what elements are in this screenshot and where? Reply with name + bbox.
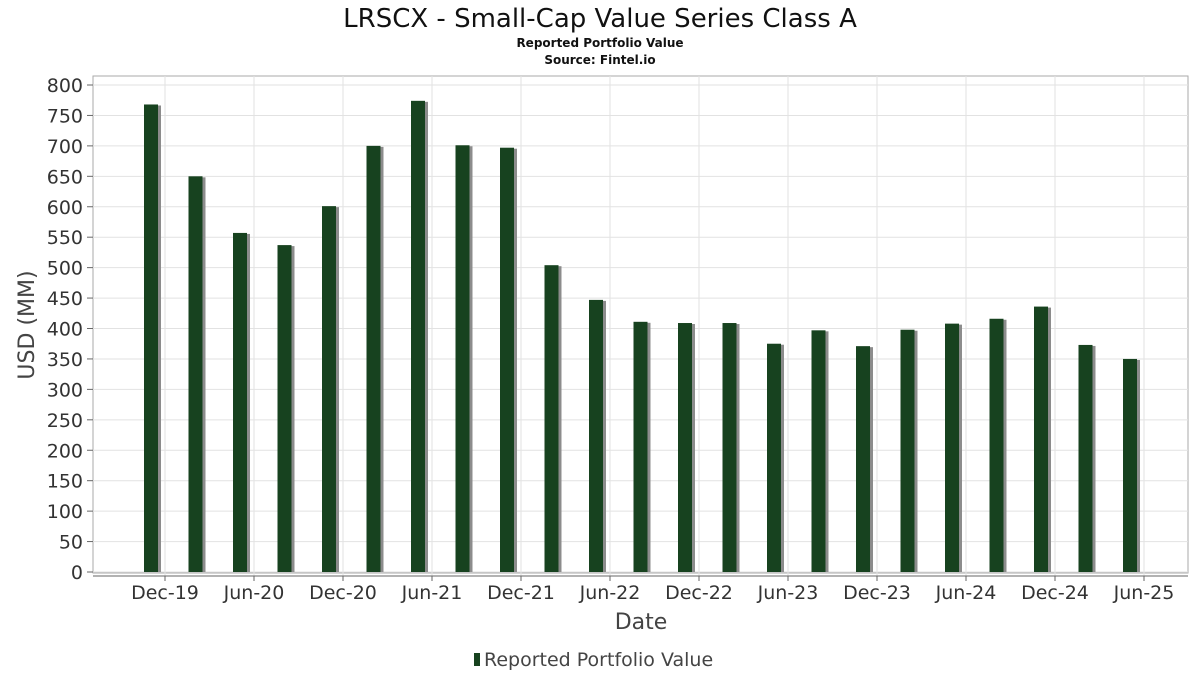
x-tick-label: Dec-21 bbox=[487, 582, 555, 604]
legend-label: Reported Portfolio Value bbox=[484, 649, 713, 671]
y-tick-label: 400 bbox=[47, 319, 83, 341]
legend-swatch bbox=[474, 653, 480, 666]
y-tick-label: 450 bbox=[47, 288, 83, 310]
y-tick-label: 150 bbox=[47, 471, 83, 493]
y-axis-label: USD (MM) bbox=[15, 270, 40, 379]
bar bbox=[500, 147, 514, 573]
bar bbox=[811, 330, 826, 572]
y-tick-label: 200 bbox=[47, 440, 83, 462]
bar bbox=[144, 104, 158, 572]
bar bbox=[633, 321, 648, 572]
chart-subtitle: Reported Portfolio Value bbox=[516, 36, 683, 50]
bar bbox=[945, 323, 959, 572]
x-tick-label: Dec-22 bbox=[665, 582, 733, 604]
chart-title: LRSCX - Small-Cap Value Series Class A bbox=[343, 4, 857, 34]
x-tick-label: Jun-25 bbox=[1113, 582, 1175, 604]
x-tick-label: Dec-19 bbox=[131, 582, 199, 604]
x-tick-label: Jun-21 bbox=[401, 582, 463, 604]
bar bbox=[589, 299, 603, 572]
x-tick-label: Jun-22 bbox=[579, 582, 641, 604]
y-tick-label: 350 bbox=[47, 349, 83, 371]
bar bbox=[322, 206, 336, 573]
bar bbox=[277, 245, 292, 572]
y-tick-label: 650 bbox=[47, 166, 83, 188]
x-tick-label: Dec-24 bbox=[1021, 582, 1089, 604]
x-axis-label: Date bbox=[615, 610, 668, 635]
bar bbox=[767, 343, 781, 572]
y-tick-label: 600 bbox=[47, 197, 83, 219]
y-tick-label: 550 bbox=[47, 227, 83, 249]
y-tick-label: 250 bbox=[47, 410, 83, 432]
bar bbox=[233, 232, 247, 572]
bar bbox=[455, 145, 470, 573]
y-tick-label: 800 bbox=[47, 75, 83, 97]
x-tick-label: Dec-23 bbox=[843, 582, 911, 604]
y-tick-label: 500 bbox=[47, 258, 83, 280]
bar bbox=[188, 176, 203, 572]
x-tick-label: Jun-20 bbox=[223, 582, 285, 604]
y-tick-label: 750 bbox=[47, 105, 83, 127]
y-tick-label: 700 bbox=[47, 136, 83, 158]
x-tick-label: Jun-24 bbox=[935, 582, 997, 604]
bars bbox=[144, 100, 1140, 573]
bar bbox=[1123, 358, 1137, 572]
bar bbox=[722, 323, 737, 572]
x-tick-label: Jun-23 bbox=[757, 582, 819, 604]
bar bbox=[989, 318, 1004, 572]
x-tick-labels: Dec-19 Jun-20 Dec-20 Jun-21 Dec-21 Jun-22 Dec-… bbox=[131, 576, 1174, 604]
y-tick-label: 100 bbox=[47, 501, 83, 523]
x-tick-label: Dec-20 bbox=[309, 582, 377, 604]
y-tick-labels: 0 50 100 150 200 250 300 350 400 450 500 550 600 650 7… bbox=[47, 75, 83, 584]
legend: Reported Portfolio Value bbox=[474, 649, 713, 671]
bar bbox=[900, 329, 915, 572]
chart-source: Source: Fintel.io bbox=[544, 53, 655, 67]
bar bbox=[678, 323, 692, 572]
bar bbox=[366, 145, 381, 572]
bar bbox=[856, 346, 870, 572]
bar bbox=[1078, 344, 1093, 572]
y-tick-label: 0 bbox=[71, 562, 83, 584]
bar bbox=[411, 100, 425, 572]
y-tick-label: 50 bbox=[59, 532, 83, 554]
bar bbox=[544, 265, 559, 572]
bar bbox=[1034, 306, 1048, 572]
y-tick-label: 300 bbox=[47, 379, 83, 401]
